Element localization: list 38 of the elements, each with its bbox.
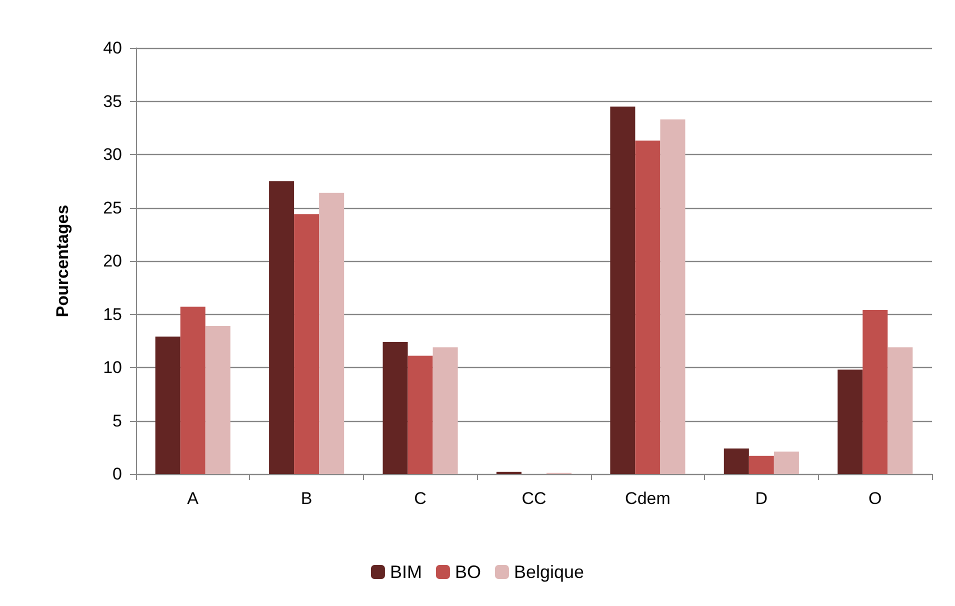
x-tick-label: A <box>187 489 200 508</box>
x-tick-label: B <box>300 489 312 508</box>
bar <box>180 306 206 474</box>
bar <box>660 119 686 474</box>
bar <box>269 181 294 474</box>
x-tick-label: C <box>414 489 426 508</box>
legend-label: Belgique <box>514 562 584 582</box>
y-tick-label: 40 <box>103 38 122 58</box>
bar <box>774 452 799 474</box>
bar <box>408 356 433 474</box>
bar <box>432 347 458 474</box>
bar <box>294 214 320 474</box>
y-tick-label: 25 <box>103 198 122 218</box>
x-tick-label: O <box>868 489 882 508</box>
bar <box>724 448 749 474</box>
y-axis-title: Pourcentages <box>53 204 72 318</box>
y-tick-label: 30 <box>103 145 122 164</box>
legend-label: BO <box>454 562 481 582</box>
x-tick-label: D <box>755 489 768 508</box>
x-tick-label: CC <box>522 489 546 508</box>
y-tick-label: 0 <box>112 464 122 484</box>
bar <box>205 326 230 474</box>
bar <box>155 336 180 474</box>
y-tick-label: 35 <box>103 92 122 111</box>
bar <box>838 370 863 474</box>
bar <box>748 456 774 474</box>
bar <box>610 106 636 474</box>
legend-label: BIM <box>390 562 422 582</box>
bar <box>635 140 660 474</box>
y-tick-label: 10 <box>103 358 122 377</box>
bar <box>319 192 344 474</box>
bar <box>382 342 408 474</box>
x-tick-label: Cdem <box>625 489 670 508</box>
bar <box>888 347 913 474</box>
y-tick-label: 15 <box>103 304 122 324</box>
y-tick-label: 20 <box>103 252 122 270</box>
y-tick-label: 5 <box>112 411 122 430</box>
bar <box>862 310 888 474</box>
